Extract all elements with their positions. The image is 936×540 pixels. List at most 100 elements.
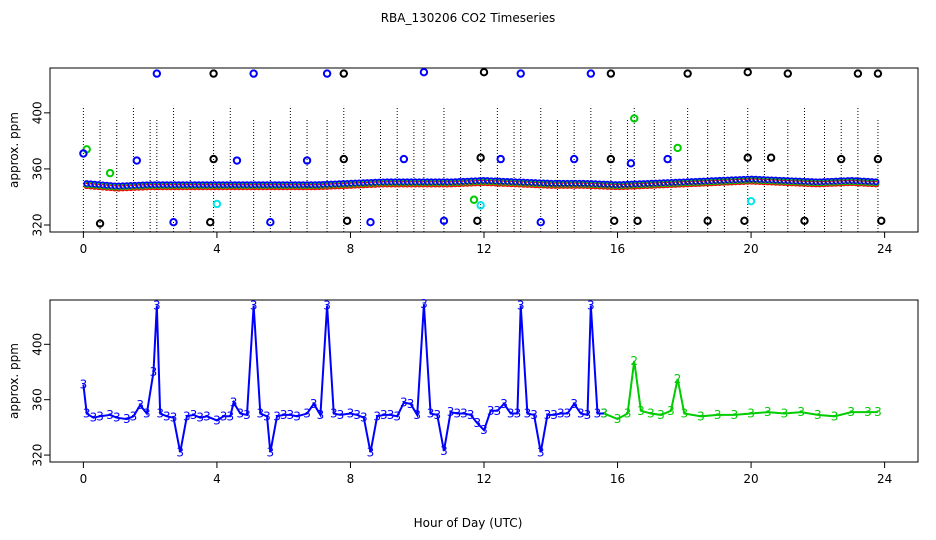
series-point-label: 3 (594, 407, 602, 421)
series-point-label: 3 (447, 405, 455, 419)
series-point-label: 3 (781, 407, 789, 421)
series-point-label: 3 (731, 408, 739, 422)
outlier-point-black (342, 216, 352, 225)
outlier-point-black (479, 68, 489, 77)
series-point-label: 3 (514, 407, 522, 421)
series-point-label: 2 (674, 372, 682, 386)
outlier-point-black (473, 216, 482, 225)
y-tick-label: 400 (31, 101, 45, 124)
series-point-label: 3 (163, 409, 171, 423)
series-point-label: 3 (814, 408, 822, 422)
series-line (603, 360, 878, 421)
outlier-point-cyan (212, 199, 222, 209)
series-point-label: 3 (323, 299, 331, 313)
outlier-point-black (703, 216, 712, 225)
series-point-label: 3 (847, 405, 855, 419)
x-tick-label: 12 (476, 472, 491, 486)
series-point-label: 3 (714, 408, 722, 422)
series-point-label: 3 (420, 297, 428, 311)
series-point-label: 3 (524, 407, 532, 421)
outlier-point-blue (569, 154, 579, 164)
series-point-label: 3 (257, 407, 265, 421)
top-panel: 0 4 8 12 16 20 24 320 360 400 approx. ppm (7, 67, 919, 256)
series-point-label: 3 (90, 411, 98, 425)
series-point-label: 3 (453, 407, 461, 421)
series-point-label: 3 (550, 408, 558, 422)
outlier-point-black (800, 216, 809, 225)
y-tick-label: 320 (31, 214, 45, 237)
series-point-label: 3 (587, 299, 595, 313)
x-tick-label: 4 (213, 472, 221, 486)
outlier-point-blue (366, 217, 375, 227)
series-point-label: 3 (360, 411, 368, 425)
series-point-label: 3 (480, 423, 488, 437)
series-point-label: 3 (113, 411, 121, 425)
chart-title: RBA_130206 CO2 Timeseries (381, 11, 556, 25)
series-point-label: 3 (474, 416, 482, 430)
series-point-label: 3 (530, 408, 538, 422)
outlier-point-black (339, 69, 348, 78)
series-point-label: 3 (143, 407, 151, 421)
outlier-point-green (105, 168, 115, 178)
series-point-label: 3 (353, 408, 361, 422)
series-point-label: 3 (220, 409, 228, 423)
series-point-label: 3 (136, 398, 144, 412)
outlier-point-black (743, 153, 752, 162)
outlier-point-green (469, 195, 479, 204)
outlier-point-blue (79, 149, 88, 158)
series-line (82, 304, 605, 453)
x-tick-label: 20 (743, 472, 758, 486)
outlier-point-blue (626, 159, 636, 168)
series-point-label: 3 (273, 409, 281, 423)
series-point-label: 3 (226, 409, 234, 423)
series-point-label: 3 (537, 445, 545, 459)
outlier-point-blue (516, 69, 525, 78)
series-point-label: 3 (440, 444, 448, 458)
series-point-label: 3 (564, 407, 572, 421)
series-point-label: 3 (507, 407, 515, 421)
outlier-point-blue (132, 156, 142, 165)
plot-frame (49, 299, 919, 463)
series-point-label: 3 (243, 408, 251, 422)
series-point-label: 3 (614, 412, 622, 426)
outlier-point-blue (663, 154, 672, 164)
series-point-label: 3 (400, 395, 408, 409)
series-point-label: 3 (317, 408, 325, 422)
outlier-point-black (766, 153, 776, 162)
x-tick-label: 24 (877, 472, 892, 486)
series-point-label: 3 (230, 395, 238, 409)
series-point-label: 3 (153, 299, 161, 313)
outlier-point-black (743, 68, 752, 77)
outlier-point-black (877, 216, 886, 225)
series-point-label: 3 (500, 397, 508, 411)
series-point-label: 3 (797, 405, 805, 419)
series-point-label: 3 (287, 408, 295, 422)
outlier-point-blue (169, 217, 178, 227)
series-point-label: 3 (874, 405, 882, 419)
series-point-label: 3 (150, 365, 158, 379)
series-point-label: 3 (156, 407, 164, 421)
outlier-point-black (633, 216, 642, 225)
series-point-label: 3 (544, 408, 552, 422)
outlier-point-black (853, 69, 863, 78)
series-point-label: 3 (170, 411, 178, 425)
series-point-label: 3 (494, 404, 502, 418)
series-point-label: 3 (467, 408, 475, 422)
series-point-label: 3 (280, 408, 288, 422)
series-point-label: 3 (460, 407, 468, 421)
outlier-point-black (606, 154, 616, 164)
y-tick-label: 360 (31, 388, 45, 411)
outlier-point-blue (419, 68, 429, 77)
series-point-label: 3 (263, 409, 271, 423)
series-point-label: 3 (267, 445, 275, 459)
baseline-point (872, 178, 880, 186)
outlier-point-black (206, 217, 215, 227)
series-point-label: 3 (250, 299, 258, 313)
x-tick-label: 8 (347, 242, 355, 256)
series-point-label: 3 (517, 299, 525, 313)
x-tick-label: 20 (743, 242, 758, 256)
outlier-point-blue (322, 69, 332, 78)
series-point-label: 3 (413, 408, 421, 422)
x-tick-label: 0 (80, 472, 88, 486)
